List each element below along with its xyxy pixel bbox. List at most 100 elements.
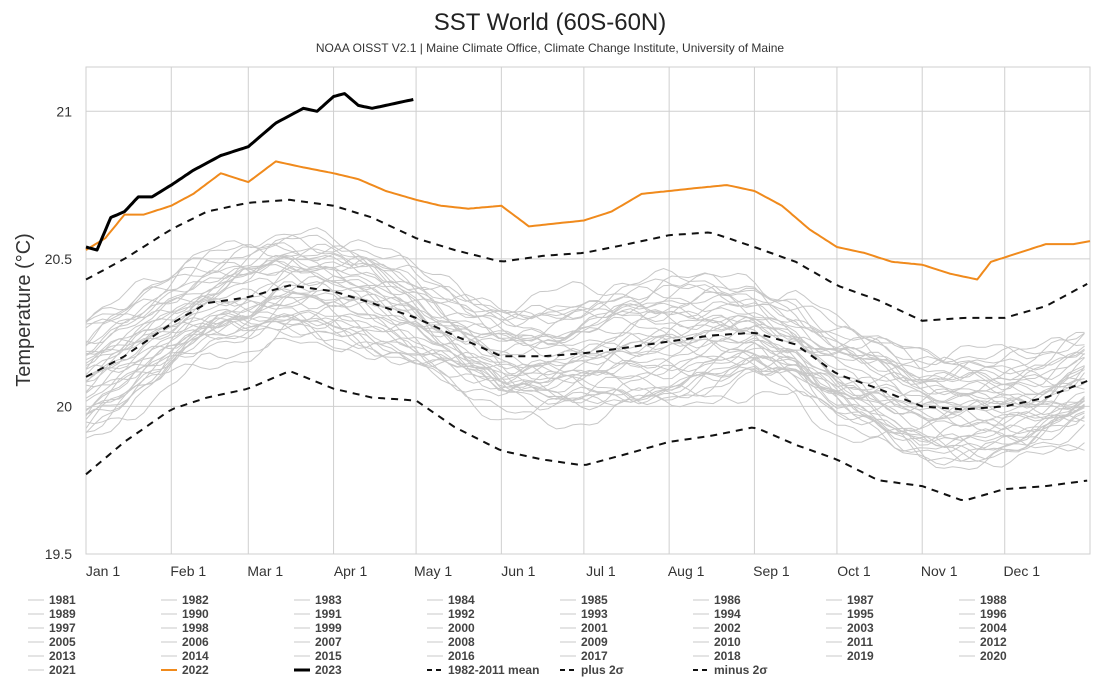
legend-label: 2019 [847, 649, 874, 663]
year-line-1996 [85, 288, 1085, 431]
year-line-1994 [85, 300, 1085, 433]
chart-subtitle: NOAA OISST V2.1 | Maine Climate Office, … [316, 41, 785, 55]
legend-label: 2005 [49, 635, 76, 649]
legend-label: 1997 [49, 621, 76, 635]
legend-item: 2008 [427, 635, 475, 649]
legend-item: 1987 [826, 593, 874, 607]
tick-labels: 19.5 20 20.5 21 Jan 1 Feb 1 Mar 1 Apr 1 May 1 Jun… [45, 103, 1040, 579]
year-line-1998 [85, 296, 1085, 443]
year-line-2018 [85, 242, 1085, 388]
year-line-2010 [85, 254, 1085, 396]
series-line-1982-2011-mean [85, 284, 1088, 411]
year-line-2000 [85, 292, 1085, 428]
legend-label: 2022 [182, 663, 209, 677]
series-line-2023 [85, 92, 414, 252]
legend-item: 1997 [28, 621, 76, 635]
legend-item: 1982 [161, 593, 209, 607]
legend-item: 1989 [28, 607, 76, 621]
statistics-layer [85, 198, 1088, 502]
legend-label: 2011 [847, 635, 873, 649]
legend-item: 2023 [294, 663, 342, 677]
legend-item: 1996 [959, 607, 1007, 621]
legend-label: 1981 [49, 593, 76, 607]
x-tick-label: Oct 1 [837, 563, 871, 579]
legend-item: 2006 [161, 635, 209, 649]
x-tick-label: Dec 1 [1003, 563, 1040, 579]
legend-label: 1983 [315, 593, 342, 607]
legend-label: 1984 [448, 593, 475, 607]
legend-item: 2021 [28, 663, 76, 677]
background-years-layer [85, 227, 1085, 471]
legend: 1981 1982 1983 1984 1985 1986 1987 1988 1989 1990… [28, 593, 1007, 677]
legend-item: 2012 [959, 635, 1007, 649]
legend-item: 2022 [161, 663, 209, 677]
year-line-2001 [85, 275, 1085, 406]
legend-item: 2004 [959, 621, 1007, 635]
legend-label: 1985 [581, 593, 608, 607]
year-line-2011 [85, 234, 1085, 381]
legend-item: 2013 [28, 649, 76, 663]
legend-label: 1993 [581, 607, 608, 621]
x-tick-label: May 1 [414, 563, 452, 579]
legend-label: 1999 [315, 621, 342, 635]
x-tick-label: Feb 1 [170, 563, 206, 579]
legend-label: 1990 [182, 607, 209, 621]
legend-label: 1987 [847, 593, 874, 607]
legend-label: 1988 [980, 593, 1007, 607]
year-line-2009 [85, 257, 1085, 385]
legend-label: 1989 [49, 607, 76, 621]
series-line-minus-2- [85, 369, 1088, 502]
year-line-1985 [85, 337, 1085, 466]
legend-item: 1988 [959, 593, 1007, 607]
legend-item: minus 2σ [693, 663, 768, 677]
legend-label: 1982-2011 mean [448, 663, 539, 677]
legend-label: 2014 [182, 649, 209, 663]
legend-label: 2021 [49, 663, 76, 677]
year-line-2019 [85, 245, 1085, 381]
year-line-1988 [85, 314, 1085, 460]
legend-label: 2015 [315, 649, 342, 663]
legend-label: 2018 [714, 649, 741, 663]
legend-item: 2014 [161, 649, 209, 663]
legend-label: 1994 [714, 607, 741, 621]
legend-item: 1992 [427, 607, 475, 621]
x-tick-label: Aug 1 [668, 563, 705, 579]
legend-label: 2023 [315, 663, 342, 677]
legend-label: 2006 [182, 635, 209, 649]
legend-item: 2009 [560, 635, 608, 649]
legend-item: 1994 [693, 607, 741, 621]
legend-label: 1996 [980, 607, 1007, 621]
year-line-2021 [85, 239, 1085, 366]
x-tick-label: Sep 1 [753, 563, 790, 579]
legend-label: minus 2σ [714, 663, 768, 677]
year-line-2013 [85, 244, 1085, 391]
series-line-plus-2- [85, 198, 1088, 322]
x-tick-label: Jan 1 [86, 563, 120, 579]
legend-item: 1995 [826, 607, 874, 621]
legend-label: 2008 [448, 635, 475, 649]
legend-label: 2010 [714, 635, 741, 649]
legend-label: 2020 [980, 649, 1007, 663]
year-line-1981 [85, 315, 1085, 454]
legend-label: 2001 [581, 621, 608, 635]
x-tick-label: Nov 1 [921, 563, 958, 579]
legend-item: 2010 [693, 635, 741, 649]
legend-item: 2005 [28, 635, 76, 649]
legend-item: 1985 [560, 593, 608, 607]
legend-item: 1986 [693, 593, 741, 607]
legend-label: 1992 [448, 607, 475, 621]
legend-item: 1993 [560, 607, 608, 621]
legend-item: 2016 [427, 649, 475, 663]
legend-item: 1991 [294, 607, 342, 621]
legend-label: 2002 [714, 621, 741, 635]
legend-item: 2001 [560, 621, 608, 635]
legend-item: 2003 [826, 621, 874, 635]
legend-item: plus 2σ [560, 663, 624, 677]
legend-label: plus 2σ [581, 663, 624, 677]
y-tick-label: 19.5 [45, 546, 72, 562]
x-tick-label: Mar 1 [247, 563, 283, 579]
series-line-2022 [85, 160, 1091, 281]
x-tick-label: Jun 1 [501, 563, 535, 579]
y-axis-label: Temperature (°C) [13, 233, 35, 387]
legend-label: 1995 [847, 607, 874, 621]
